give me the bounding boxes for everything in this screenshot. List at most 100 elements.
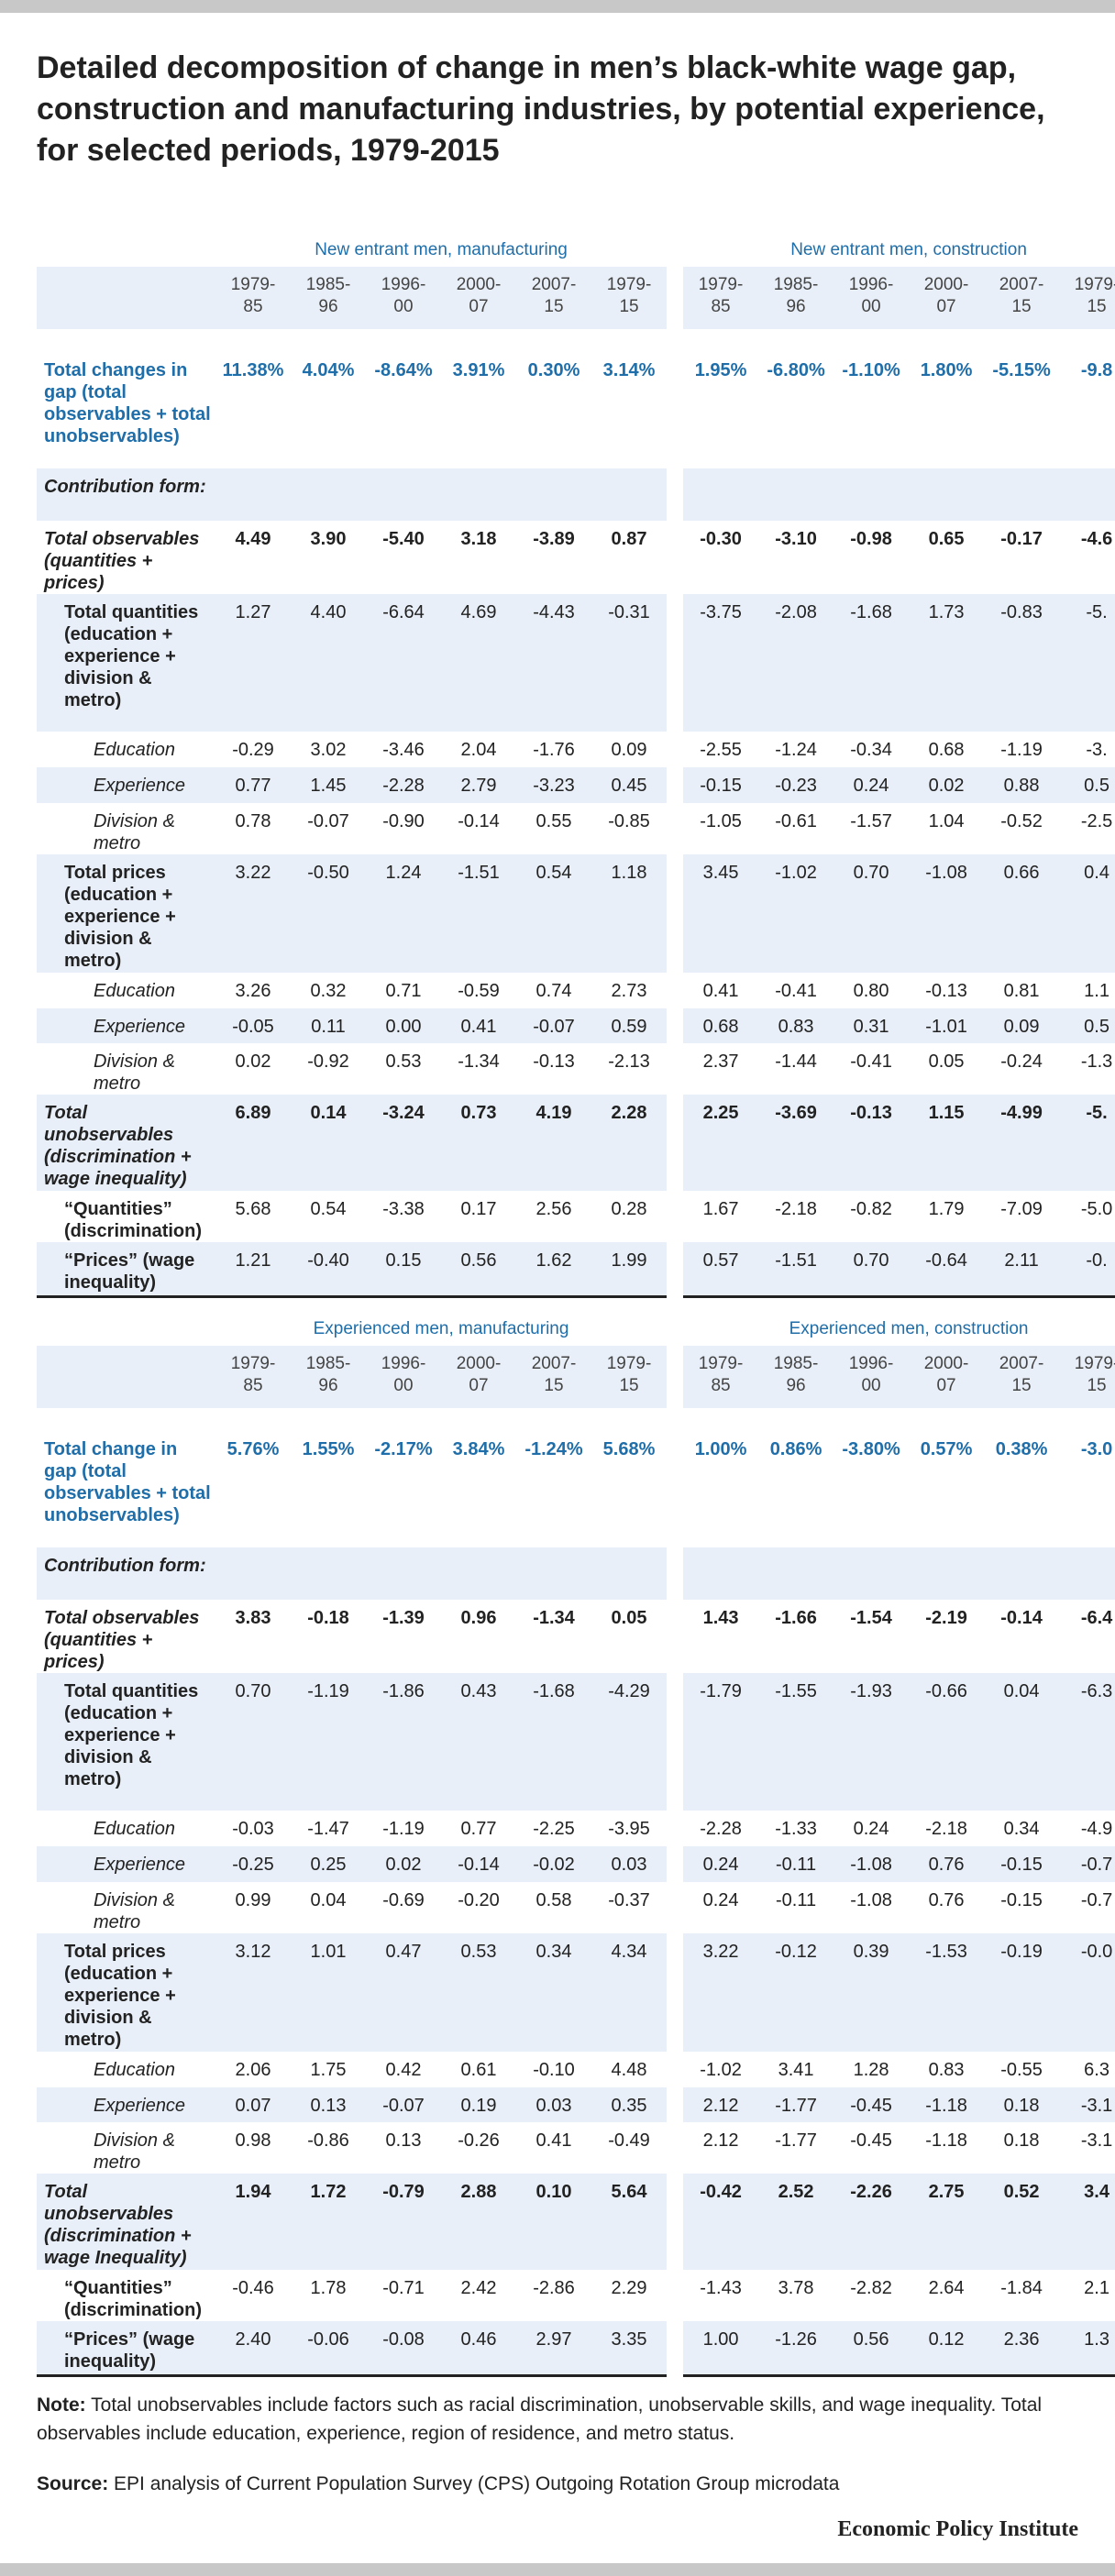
data-row: Education -0.03 -1.47 -1.19 0.77 -2.25 -3.95 -2… xyxy=(37,1811,1115,1846)
gap xyxy=(667,1846,684,1882)
group-title: New entrant men, manufacturing xyxy=(315,240,568,259)
gap xyxy=(667,1431,684,1547)
row-label: Total quantities (education + experience… xyxy=(37,594,215,732)
row-label: Total changes in gap (total observables … xyxy=(44,360,211,446)
period-row: 1979-85 1985-96 1996-00 2000-07 2007-15 1979-… xyxy=(37,267,1115,329)
gap xyxy=(667,767,684,803)
value-cell: 0.70 xyxy=(215,1673,291,1811)
value-cell: -2.25 xyxy=(533,1819,575,1839)
value-cell: 0.07 xyxy=(215,2087,291,2122)
data-row: Education 3.26 0.32 0.71 -0.59 0.74 2.73 0.41 -0… xyxy=(37,973,1115,1008)
value-cell: 0.5 xyxy=(1059,767,1115,803)
period-cell: 2000-07 xyxy=(909,1346,985,1408)
blank-cell xyxy=(37,1313,215,1346)
value-cell: 2.88 xyxy=(441,2174,516,2270)
value-cell: 0.53 xyxy=(441,1933,516,2052)
value-cell: 0.10 xyxy=(516,2174,591,2270)
data-row: “Quantities” (discrimination) 5.68 0.54 -3.… xyxy=(37,1191,1115,1242)
value-cell: -2.17% xyxy=(374,1439,433,1459)
value-cell: -0.41 xyxy=(850,1051,892,1072)
row-label: “Quantities” (discrimination) xyxy=(64,2278,203,2320)
value-cell: 0.98 xyxy=(235,2130,271,2151)
value-cell: -6.3 xyxy=(1059,1673,1115,1811)
period-label: 2007-15 xyxy=(531,275,577,316)
value-cell: -0.71 xyxy=(382,2278,425,2298)
value-cell: 0.09 xyxy=(984,1008,1060,1043)
row-label: “Prices” (wage inequality) xyxy=(37,1242,215,1298)
value-cell xyxy=(591,468,668,521)
value-cell: -0.23 xyxy=(758,767,834,803)
data-table: New entrant men, manufacturing New entran… xyxy=(37,234,1115,1298)
data-row: “Prices” (wage inequality) 2.40 -0.06 -0.08… xyxy=(37,2321,1115,2377)
value-cell: 2.52 xyxy=(758,2174,834,2270)
gap xyxy=(667,2122,684,2174)
value-cell: 0.04 xyxy=(984,1673,1060,1811)
bottom-bar xyxy=(0,2563,1115,2576)
value-cell: 0.32 xyxy=(310,981,347,1001)
period-cell: 1996-00 xyxy=(366,267,441,329)
value-cell: -0.15 xyxy=(984,1846,1060,1882)
value-cell: 3.14% xyxy=(602,360,656,380)
value-cell: -0.34 xyxy=(850,740,892,760)
value-cell: -1.19 xyxy=(291,1673,366,1811)
value-cell: -0.06 xyxy=(291,2321,366,2377)
value-cell: 1.28 xyxy=(853,2060,889,2080)
value-cell: -3.75 xyxy=(683,594,759,732)
value-cell xyxy=(683,468,759,521)
value-cell: -0.14 xyxy=(1000,1608,1043,1628)
value-cell: 3.84% xyxy=(452,1439,505,1459)
value-cell: 1.24 xyxy=(366,854,441,973)
row-label: Education xyxy=(94,1819,175,1839)
gap xyxy=(667,1191,684,1242)
value-cell: -0.31 xyxy=(591,594,668,732)
row-label: Education xyxy=(94,740,175,760)
note: Note: Total unobservables include factor… xyxy=(37,2391,1091,2448)
row-label: Contribution form: xyxy=(37,1547,215,1600)
value-cell: 0.55 xyxy=(535,811,572,831)
value-cell: 2.11 xyxy=(984,1242,1060,1298)
value-cell: 0.54 xyxy=(516,854,591,973)
value-cell: -1.08 xyxy=(909,854,985,973)
value-cell: -1.47 xyxy=(307,1819,349,1839)
value-cell: -1.43 xyxy=(700,2278,742,2298)
value-cell: 0.11 xyxy=(291,1008,366,1043)
value-cell: 1.27 xyxy=(215,594,291,732)
period-cell: 1985-96 xyxy=(291,1346,366,1408)
blank-cell xyxy=(37,234,215,267)
value-cell: 4.49 xyxy=(235,529,271,549)
gap xyxy=(667,594,684,732)
value-cell: -0.7 xyxy=(1080,1890,1113,1910)
gap xyxy=(667,1811,684,1846)
value-cell: 0.18 xyxy=(1003,2130,1040,2151)
period-cell: 1979-85 xyxy=(215,267,291,329)
value-cell: 1.95% xyxy=(694,360,747,380)
gap xyxy=(667,468,684,521)
value-cell: 0.15 xyxy=(366,1242,441,1298)
value-cell: 0.12 xyxy=(909,2321,985,2377)
value-cell: 3.12 xyxy=(215,1933,291,2052)
source-text: EPI analysis of Current Population Surve… xyxy=(114,2473,840,2494)
value-cell: -0.85 xyxy=(608,811,650,831)
value-cell: -1.55 xyxy=(758,1673,834,1811)
value-cell: -1.02 xyxy=(700,2060,742,2080)
value-cell: -0.24 xyxy=(1000,1051,1043,1072)
period-label: 1996-00 xyxy=(381,1354,426,1395)
period-label: 1985-96 xyxy=(773,1354,819,1395)
value-cell: 3.35 xyxy=(591,2321,668,2377)
period-label: 1979-15 xyxy=(1074,275,1115,316)
data-row: Total quantities (education + experience… xyxy=(37,594,1115,732)
value-cell: 0.83 xyxy=(928,2060,965,2080)
value-cell: -0.15 xyxy=(1000,1890,1043,1910)
value-cell: 1.04 xyxy=(928,811,965,831)
value-cell: 4.04% xyxy=(302,360,355,380)
value-cell: 1.99 xyxy=(591,1242,668,1298)
value-cell: -5. xyxy=(1059,594,1115,732)
row-label: Contribution form: xyxy=(37,468,215,521)
value-cell: -1.39 xyxy=(382,1608,425,1628)
period-cell: 2007-15 xyxy=(984,1346,1060,1408)
value-cell: -1.76 xyxy=(533,740,575,760)
value-cell: 0.34 xyxy=(516,1933,591,2052)
value-cell: 0.03 xyxy=(516,2087,591,2122)
value-cell: 0.57 xyxy=(683,1242,759,1298)
value-cell: -5.0 xyxy=(1080,1199,1113,1219)
